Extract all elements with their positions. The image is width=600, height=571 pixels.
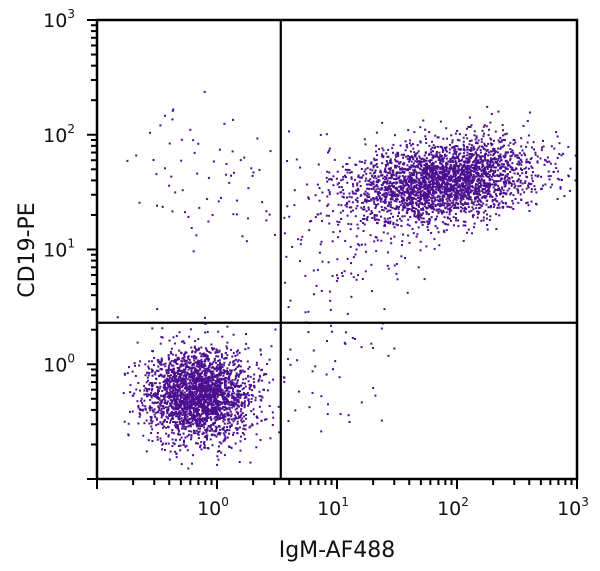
y-axis-title: CD19-PE [15,202,40,297]
y-tick-label: 101 [43,237,75,262]
y-tick-label: 103 [43,7,75,32]
y-tick-label: 100 [43,351,75,376]
x-tick-label: 100 [197,495,229,520]
x-tick-label: 101 [317,495,349,520]
x-tick-label: 102 [437,495,469,520]
scatter-points [116,90,577,470]
x-axis-ticks: 100 101 102 103 [96,479,589,520]
y-axis-ticks: 100 101 102 103 [43,7,97,480]
x-tick-label: 103 [557,495,589,520]
y-tick-label: 102 [43,122,75,147]
x-axis-title: IgM-AF488 [279,538,396,563]
